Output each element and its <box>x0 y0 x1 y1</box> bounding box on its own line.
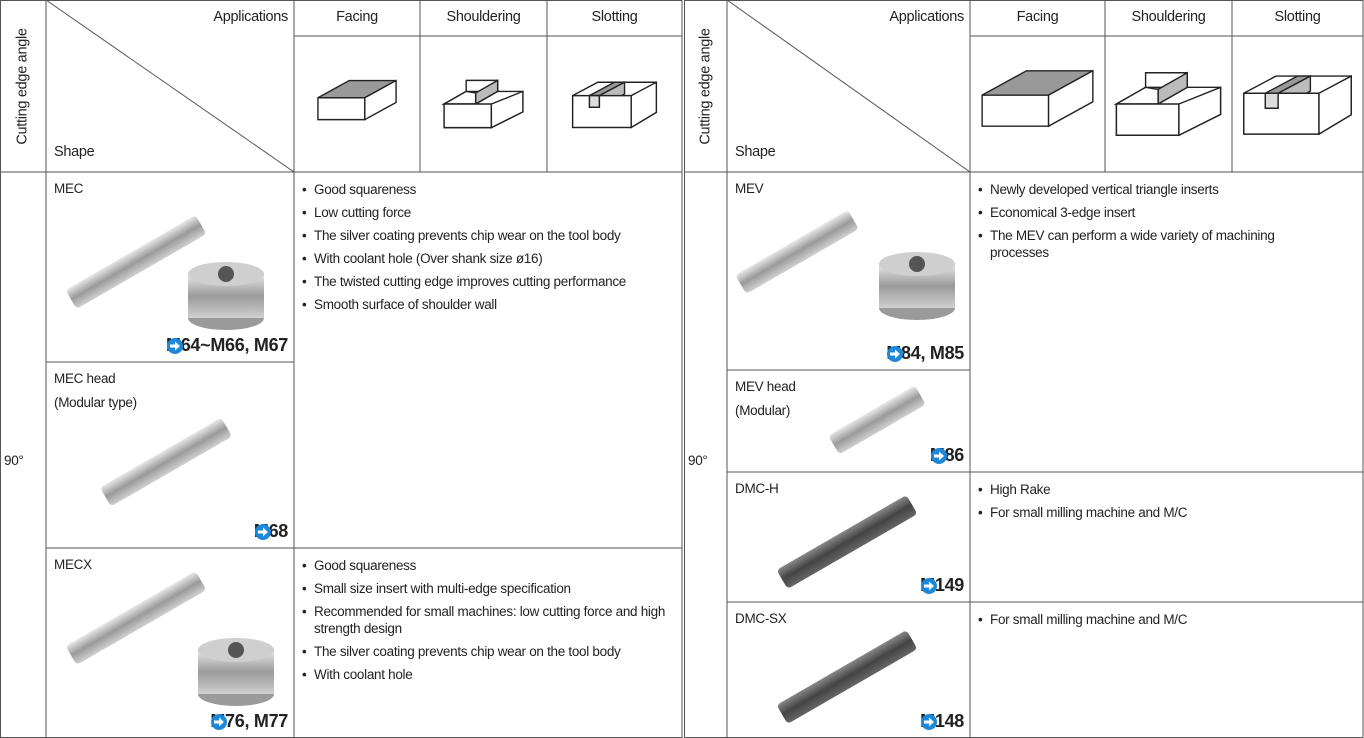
feature-item: For small milling machine and M/C <box>976 611 1326 628</box>
part-face <box>364 79 397 121</box>
part-face <box>490 90 524 129</box>
feature-item: The silver coating prevents chip wear on… <box>300 227 680 244</box>
feature-item: Newly developed vertical triangle insert… <box>976 181 1326 198</box>
tool-name: MEV <box>735 181 764 196</box>
link-icon <box>167 338 184 354</box>
feature-item: For small milling machine and M/C <box>976 504 1326 521</box>
applications-header: Applications <box>889 9 964 25</box>
part-face <box>1178 86 1222 137</box>
link-icon <box>211 714 228 730</box>
tool-name: MECX <box>54 557 92 572</box>
tool-photo <box>67 216 205 308</box>
column-header: Shouldering <box>1131 9 1206 25</box>
tool-photo <box>909 256 925 272</box>
tool-name: MEV head <box>735 379 796 394</box>
feature-item: With coolant hole <box>300 666 680 683</box>
page-reference[interactable]: M149 <box>920 576 964 594</box>
link-icon <box>921 578 938 594</box>
column-header: Facing <box>336 9 378 25</box>
tool-photo <box>778 631 916 723</box>
feature-item: Recommended for small machines: low cutt… <box>300 603 680 637</box>
applications-header: Applications <box>213 9 288 25</box>
feature-item: The silver coating prevents chip wear on… <box>300 643 680 660</box>
link-icon <box>254 524 271 540</box>
feature-list: For small milling machine and M/C <box>976 611 1326 634</box>
feature-item: Smooth surface of shoulder wall <box>300 296 680 313</box>
feature-item: Small size insert with multi-edge specif… <box>300 580 680 597</box>
feature-item: The MEV can perform a wide variety of ma… <box>976 227 1326 261</box>
feature-list: Good squareness Small size insert with mu… <box>300 557 680 689</box>
tool-subname: (Modular type) <box>54 395 137 410</box>
part-face <box>1264 92 1279 109</box>
part-icon <box>1243 74 1352 136</box>
column-header: Facing <box>1016 9 1059 25</box>
feature-item: Good squareness <box>300 181 680 198</box>
part-face <box>571 94 632 129</box>
part-face <box>1047 69 1094 128</box>
angle-header: Cutting edge angle <box>697 28 713 145</box>
cutting-angle: 90° <box>688 453 708 468</box>
feature-list: High Rake For small milling machine and M… <box>976 481 1326 527</box>
tool-name: DMC-SX <box>735 611 787 626</box>
link-icon <box>921 714 938 730</box>
column-header: Shouldering <box>446 9 521 25</box>
grid-line <box>726 0 971 173</box>
page-reference[interactable]: M84, M85 <box>886 343 964 363</box>
part-face <box>1113 86 1159 105</box>
page-reference-text: M64~M66, M67 <box>166 335 288 355</box>
part-face <box>1243 92 1320 135</box>
feature-item: High Rake <box>976 481 1326 498</box>
page-reference[interactable]: M64~M66, M67 <box>166 335 288 355</box>
tool-name: MEC head <box>54 371 116 386</box>
page-reference[interactable]: M86 <box>930 446 964 464</box>
feature-item: Low cutting force <box>300 204 680 221</box>
tool-photo <box>829 386 925 454</box>
part-face <box>1115 103 1180 136</box>
grid-line <box>45 0 295 173</box>
tool-photo <box>778 496 916 588</box>
column-header: Slotting <box>591 9 638 25</box>
tool-name: DMC-H <box>735 481 779 496</box>
part-face <box>588 94 601 109</box>
part-face <box>1318 74 1352 136</box>
feature-item: Good squareness <box>300 557 680 574</box>
page-reference-text: M84, M85 <box>886 343 964 363</box>
part-icon <box>441 79 524 129</box>
feature-item: The twisted cutting edge improves cuttin… <box>300 273 680 290</box>
feature-list: Newly developed vertical triangle insert… <box>976 181 1326 267</box>
part-icon <box>1113 71 1222 137</box>
tool-photo <box>736 211 858 293</box>
part-face <box>981 94 1050 127</box>
feature-item: Economical 3-edge insert <box>976 204 1326 221</box>
part-face <box>441 90 477 105</box>
tool-name: MEC <box>54 181 84 196</box>
part-face <box>443 103 493 129</box>
tool-photo <box>218 266 234 282</box>
link-icon <box>887 346 904 362</box>
link-icon <box>930 448 947 464</box>
part-face <box>630 81 658 129</box>
tool-photo <box>101 418 231 506</box>
tool-photo <box>67 572 205 664</box>
page-reference-text: M76, M77 <box>210 711 288 731</box>
part-icon <box>981 69 1094 128</box>
shape-header: Shape <box>54 144 95 160</box>
page-reference[interactable]: M148 <box>920 712 964 730</box>
page-reference[interactable]: M76, M77 <box>210 711 288 731</box>
cutting-angle: 90° <box>4 453 24 468</box>
shape-header: Shape <box>735 144 776 160</box>
part-icon <box>571 81 658 129</box>
feature-list: Good squareness Low cutting force The silv… <box>300 181 680 319</box>
part-icon <box>317 79 397 121</box>
column-header: Slotting <box>1274 9 1321 25</box>
page-reference[interactable]: M68 <box>254 522 288 540</box>
tool-photo <box>228 642 244 658</box>
angle-header: Cutting edge angle <box>14 28 31 145</box>
feature-item: With coolant hole (Over shank size ø16) <box>300 250 680 267</box>
tool-subname: (Modular) <box>735 403 791 418</box>
part-face <box>317 97 366 121</box>
